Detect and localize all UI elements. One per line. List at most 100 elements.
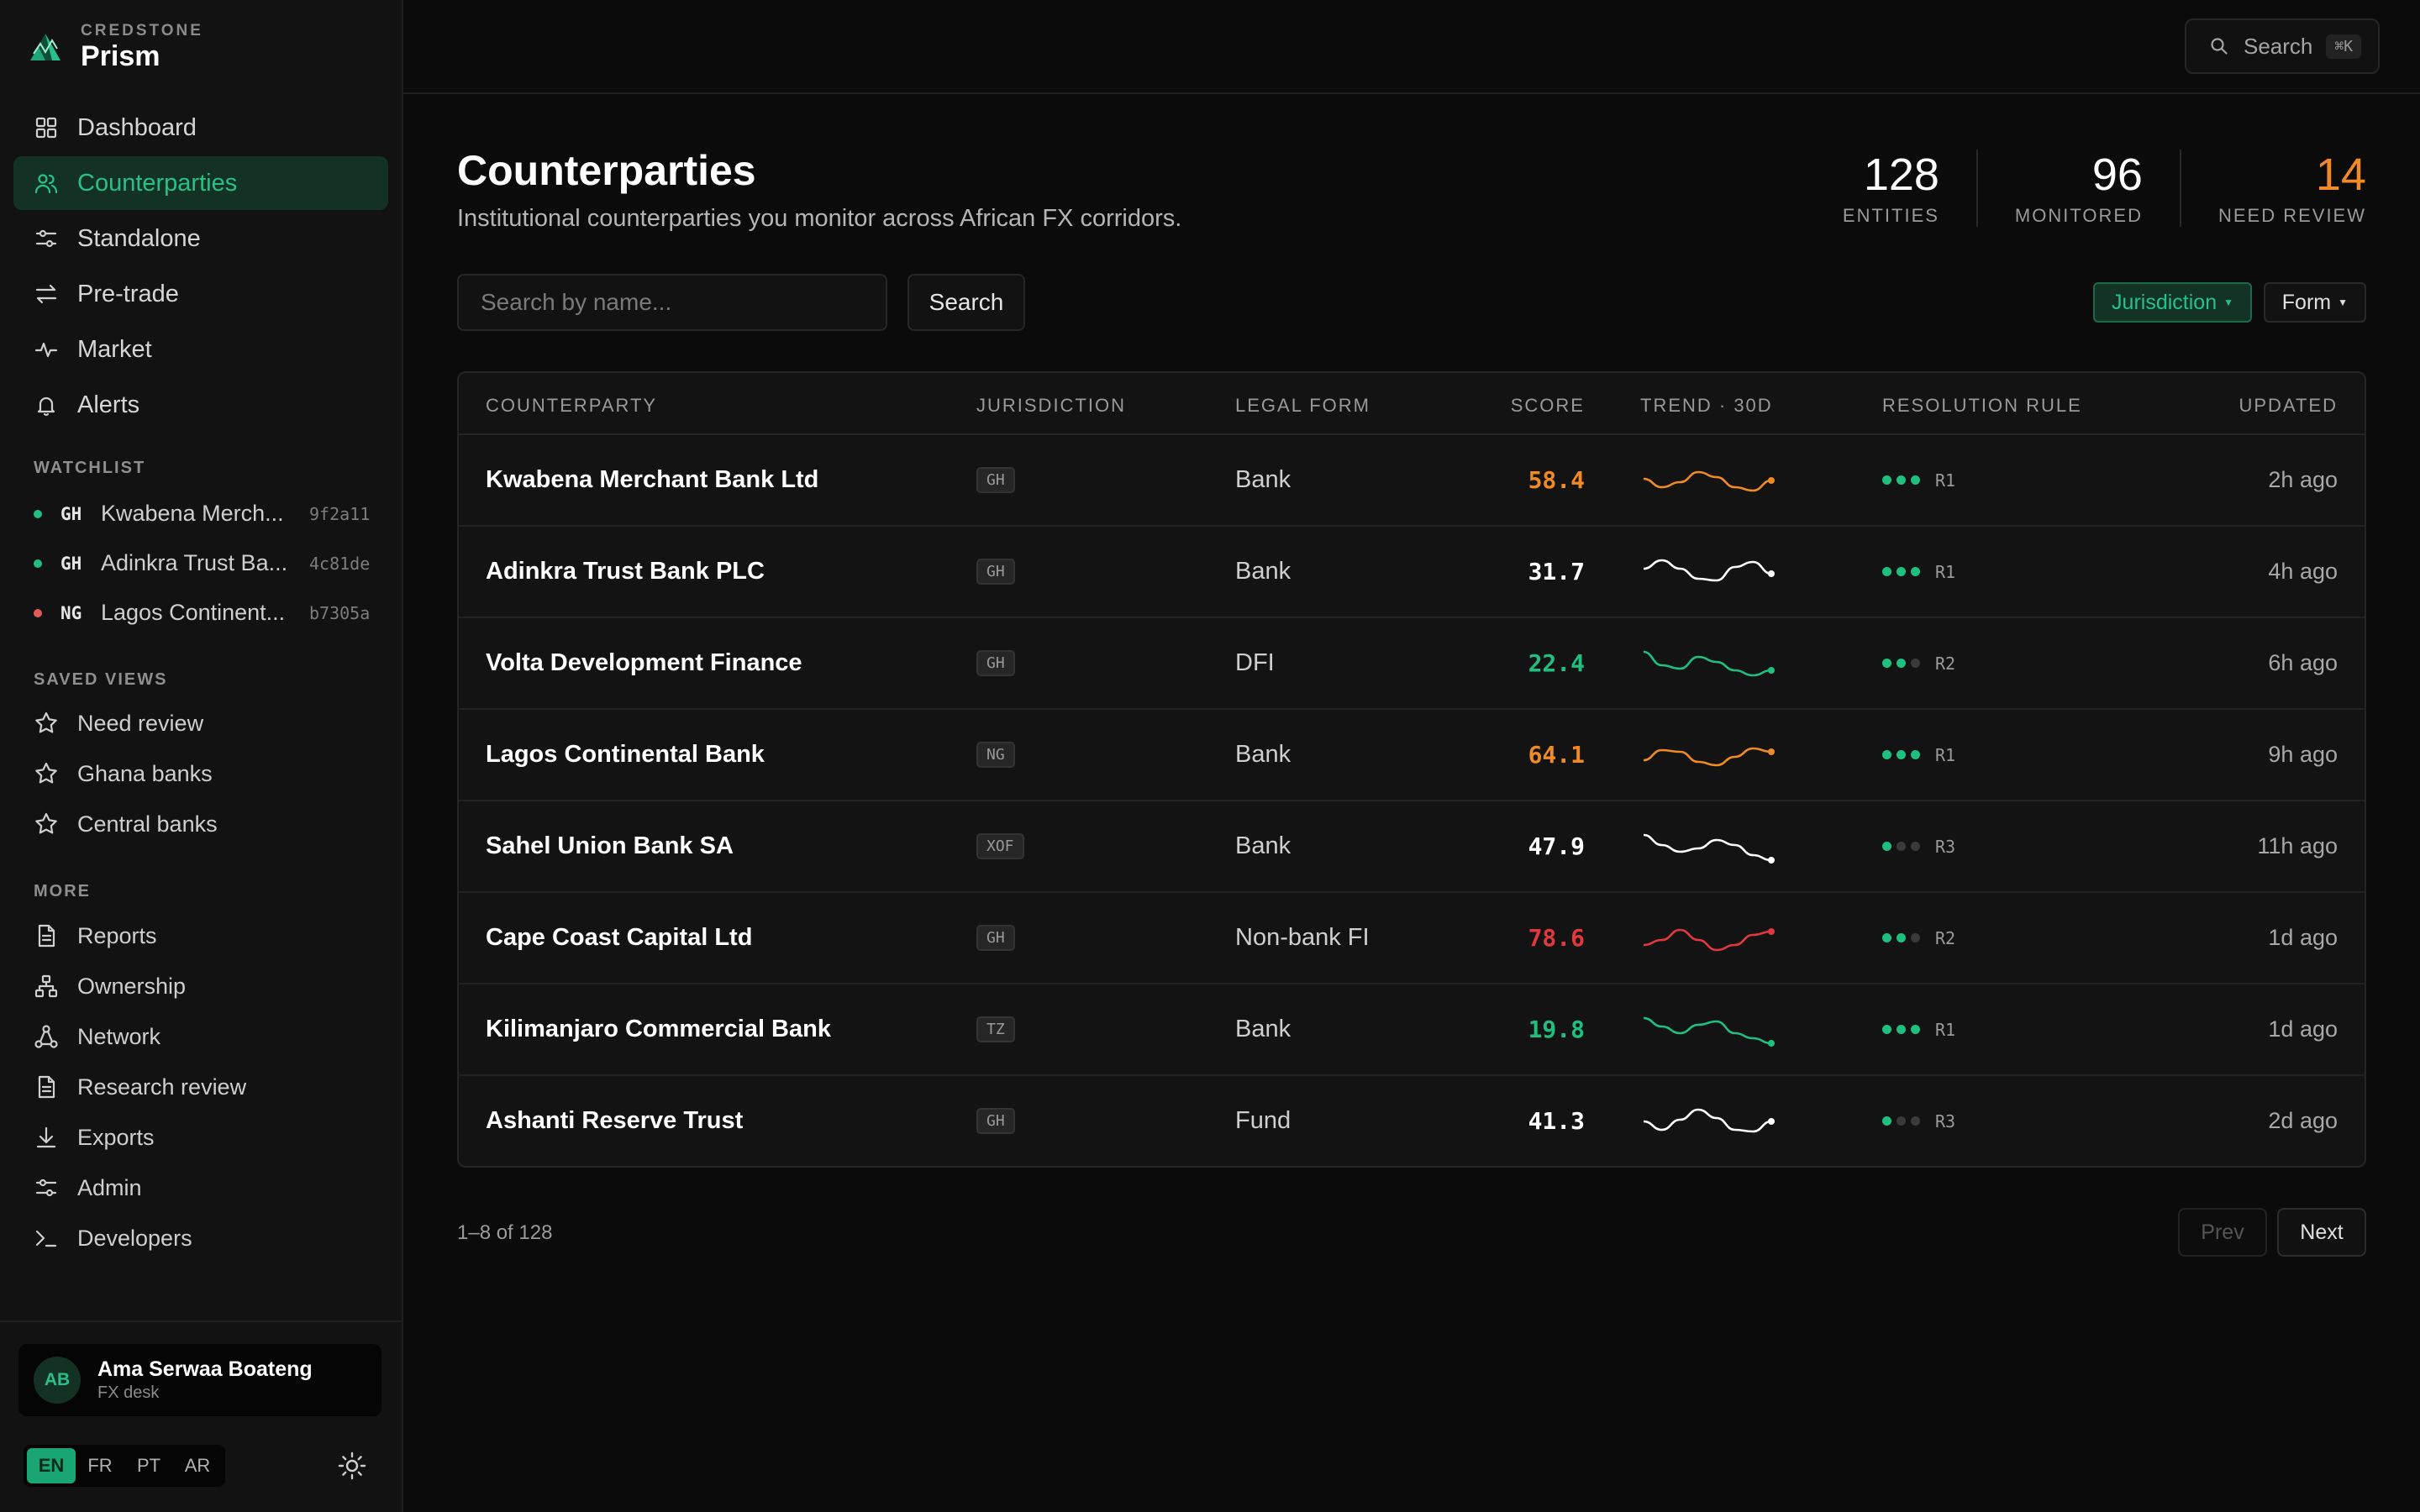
user-card[interactable]: AB Ama Serwaa Boateng FX desk: [18, 1344, 381, 1416]
global-search-button[interactable]: Search ⌘K: [2185, 18, 2380, 74]
jurisdiction-cell: GH: [976, 893, 1015, 983]
col-legal-form[interactable]: LEGAL FORM: [1235, 395, 1370, 416]
saved-view-item[interactable]: Central banks: [13, 799, 388, 849]
prism-logo-icon: [30, 34, 60, 60]
col-counterparty[interactable]: COUNTERPARTY: [486, 395, 658, 416]
updated-time: 2d ago: [2268, 1108, 2338, 1133]
nav-item-pre-trade[interactable]: Pre-trade: [13, 267, 388, 321]
table-row[interactable]: Kwabena Merchant Bank Ltd GH Bank 58.4 R…: [459, 435, 2365, 527]
document-icon: [38, 1075, 55, 1099]
more-item-ownership[interactable]: Ownership: [13, 961, 388, 1011]
rule-level-dot: [1882, 1025, 1891, 1034]
counterparty-name[interactable]: Adinkra Trust Bank PLC: [486, 558, 765, 585]
more-item-exports[interactable]: Exports: [13, 1112, 388, 1163]
prev-page-button[interactable]: Prev: [2178, 1208, 2267, 1257]
form-filter[interactable]: Form ▼: [2263, 282, 2366, 323]
table-row[interactable]: Volta Development Finance GH DFI 22.4 R2…: [459, 618, 2365, 710]
status-dot: [34, 559, 42, 568]
more-item-label: Research review: [77, 1074, 247, 1100]
stat-entities: 128 ENTITIES: [1806, 150, 1939, 227]
more-item-admin[interactable]: Admin: [13, 1163, 388, 1213]
trend-sparkline: [1640, 435, 1775, 525]
saved-view-label: Ghana banks: [77, 760, 213, 786]
search-button[interactable]: Search: [908, 274, 1025, 331]
counterparty-name[interactable]: Sahel Union Bank SA: [486, 832, 734, 859]
sparkline-chart: [1643, 747, 1775, 766]
user-name: Ama Serwaa Boateng: [97, 1357, 313, 1381]
table-row[interactable]: Lagos Continental Bank NG Bank 64.1 R1 9…: [459, 710, 2365, 801]
lang-option-fr[interactable]: FR: [87, 1455, 113, 1476]
sparkline-chart: [1643, 650, 1775, 676]
nav-item-alerts[interactable]: Alerts: [13, 378, 388, 432]
watchlist: GH Kwabena Merch... 9f2a11 GH Adinkra Tr…: [13, 489, 388, 638]
table-row[interactable]: Sahel Union Bank SA XOF Bank 47.9 R3 11h…: [459, 801, 2365, 893]
caret-down-icon: ▼: [2223, 297, 2233, 308]
nav-item-label: Standalone: [77, 224, 201, 252]
counterparty-name[interactable]: Cape Coast Capital Ltd: [486, 924, 753, 951]
counterparty-name[interactable]: Ashanti Reserve Trust: [486, 1107, 744, 1134]
rule-level-dot: [1897, 475, 1906, 485]
jurisdiction-filter[interactable]: Jurisdiction ▼: [2093, 282, 2252, 323]
more-item-developers[interactable]: Developers: [13, 1213, 388, 1263]
counterparty-name[interactable]: Lagos Continental Bank: [486, 741, 765, 768]
next-page-button[interactable]: Next: [2277, 1208, 2366, 1257]
col-resolution-rule[interactable]: RESOLUTION RULE: [1882, 395, 2082, 416]
watchlist-item[interactable]: GH Kwabena Merch... 9f2a11: [13, 489, 388, 538]
trend-sparkline: [1640, 710, 1775, 800]
nav-item-counterparties[interactable]: Counterparties: [13, 156, 388, 210]
stat-value: 14: [2315, 150, 2366, 200]
more-item-reports[interactable]: Reports: [13, 911, 388, 961]
more-item-network[interactable]: Network: [13, 1011, 388, 1062]
saved-view-item[interactable]: Need review: [13, 698, 388, 748]
more-item-research-review[interactable]: Research review: [13, 1062, 388, 1112]
brand[interactable]: CREDSTONE Prism: [27, 22, 203, 72]
stat-label: ENTITIES: [1842, 205, 1939, 226]
col-score[interactable]: SCORE: [1510, 395, 1585, 416]
rule-level-dot: [1911, 475, 1920, 485]
saved-view-item[interactable]: Ghana banks: [13, 748, 388, 799]
table-row[interactable]: Cape Coast Capital Ltd GH Non-bank FI 78…: [459, 893, 2365, 984]
arrows-icon: [35, 284, 57, 304]
sparkline-line: [1643, 747, 1772, 766]
watchlist-item[interactable]: GH Adinkra Trust Ba... 4c81de: [13, 538, 388, 588]
updated-time: 9h ago: [2268, 742, 2338, 767]
rule-level-dot: [1911, 567, 1920, 576]
counterparty-name[interactable]: Kilimanjaro Commercial Bank: [486, 1016, 831, 1042]
updated-time: 1d ago: [2268, 1016, 2338, 1042]
rule-label: R1: [1935, 744, 1956, 765]
legal-form: Bank: [1235, 741, 1292, 768]
name-search-input[interactable]: [457, 274, 887, 331]
nav-item-standalone[interactable]: Standalone: [13, 212, 388, 265]
lang-option-pt[interactable]: PT: [136, 1455, 161, 1476]
stat-label: MONITORED: [2014, 205, 2143, 226]
sun-icon[interactable]: [338, 1452, 366, 1480]
trend-sparkline: [1640, 801, 1775, 891]
col-jurisdiction[interactable]: JURISDICTION: [976, 395, 1126, 416]
watchlist-item[interactable]: NG Lagos Continent... b7305a: [13, 588, 388, 638]
lang-option-en[interactable]: EN: [27, 1448, 76, 1483]
table-row[interactable]: Ashanti Reserve Trust GH Fund 41.3 R3 2d…: [459, 1076, 2365, 1166]
watchlist-code: GH: [60, 553, 82, 574]
sidebar: CREDSTONE Prism Dashboard Counterparties S…: [0, 0, 403, 1512]
resolution-rule: R3: [1882, 1076, 1955, 1166]
sliders-icon: [35, 229, 57, 248]
trend-sparkline: [1640, 618, 1775, 708]
table-row[interactable]: Adinkra Trust Bank PLC GH Bank 31.7 R1 4…: [459, 527, 2365, 618]
jurisdiction-badge: GH: [976, 467, 1015, 493]
table-row[interactable]: Kilimanjaro Commercial Bank TZ Bank 19.8…: [459, 984, 2365, 1076]
col-updated[interactable]: UPDATED: [2238, 395, 2338, 416]
watchlist-name: Adinkra Trust Ba...: [101, 550, 288, 575]
score: 31.7: [1528, 558, 1585, 585]
rule-level-dot: [1882, 750, 1891, 759]
nav-item-market[interactable]: Market: [13, 323, 388, 376]
nav-item-dashboard[interactable]: Dashboard: [13, 101, 388, 155]
watchlist-name: Lagos Continent...: [101, 600, 286, 625]
lang-option-ar[interactable]: AR: [184, 1455, 211, 1476]
sparkline-chart: [1643, 1108, 1775, 1132]
shortcut-badge: ⌘K: [2326, 34, 2362, 59]
jurisdiction-cell: XOF: [976, 801, 1024, 891]
legal-form: Bank: [1235, 1016, 1292, 1042]
col-trend[interactable]: TREND · 30D: [1640, 395, 1773, 416]
counterparty-name[interactable]: Volta Development Finance: [486, 649, 802, 676]
counterparty-name[interactable]: Kwabena Merchant Bank Ltd: [486, 466, 819, 493]
